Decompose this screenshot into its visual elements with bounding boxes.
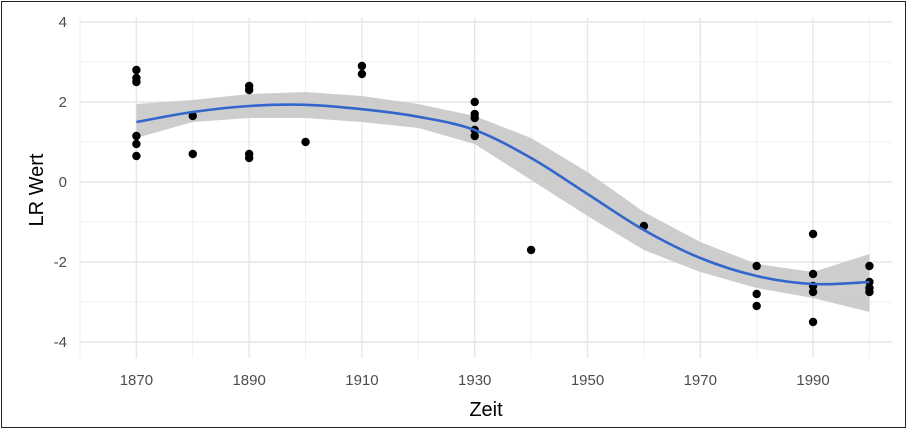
data-point bbox=[865, 261, 874, 271]
x-tick-label: 1970 bbox=[684, 372, 717, 389]
y-tick-label: -4 bbox=[54, 334, 67, 351]
data-point bbox=[808, 229, 818, 239]
points-layer bbox=[132, 61, 874, 327]
y-tick-labels: 4 2 0 -2 -4 bbox=[54, 14, 67, 351]
x-tick-label: 1950 bbox=[571, 372, 604, 389]
data-point bbox=[132, 65, 141, 75]
data-point bbox=[865, 287, 874, 297]
data-point bbox=[132, 77, 141, 87]
data-point bbox=[301, 137, 310, 147]
x-tick-label: 1910 bbox=[345, 372, 378, 389]
x-tick-labels: 1870 1890 1910 1930 1950 1970 1990 bbox=[120, 372, 830, 389]
x-tick-label: 1930 bbox=[458, 372, 491, 389]
x-axis-title: Zeit bbox=[469, 399, 503, 421]
smooth-line bbox=[136, 103, 870, 286]
y-tick-label: -2 bbox=[54, 254, 67, 271]
data-point bbox=[132, 131, 141, 141]
y-tick-label: 4 bbox=[59, 14, 67, 31]
data-point bbox=[808, 317, 818, 327]
data-point bbox=[470, 97, 479, 107]
x-tick-label: 1990 bbox=[796, 372, 829, 389]
data-point bbox=[188, 149, 197, 159]
x-tick-label: 1870 bbox=[120, 372, 153, 389]
x-tick-label: 1890 bbox=[232, 372, 265, 389]
data-point bbox=[357, 69, 367, 79]
data-point bbox=[244, 85, 254, 95]
data-point bbox=[752, 261, 761, 271]
smooth-line-layer bbox=[136, 103, 870, 286]
grid-major bbox=[80, 18, 892, 358]
confidence-band-layer bbox=[136, 92, 870, 312]
data-point bbox=[244, 153, 254, 163]
data-point bbox=[808, 269, 818, 279]
data-point bbox=[357, 61, 367, 71]
data-point bbox=[470, 131, 479, 141]
data-point bbox=[752, 301, 761, 311]
y-tick-label: 2 bbox=[59, 94, 67, 111]
data-point bbox=[752, 289, 761, 299]
data-point bbox=[132, 139, 141, 149]
y-axis-title: LR Wert bbox=[26, 153, 48, 226]
confidence-band bbox=[136, 92, 870, 312]
data-point bbox=[132, 151, 141, 161]
data-point bbox=[188, 111, 197, 121]
y-tick-label: 0 bbox=[59, 174, 67, 191]
data-point bbox=[808, 287, 818, 297]
data-point bbox=[526, 245, 536, 255]
data-point bbox=[470, 113, 479, 123]
grid-minor bbox=[79, 18, 892, 358]
